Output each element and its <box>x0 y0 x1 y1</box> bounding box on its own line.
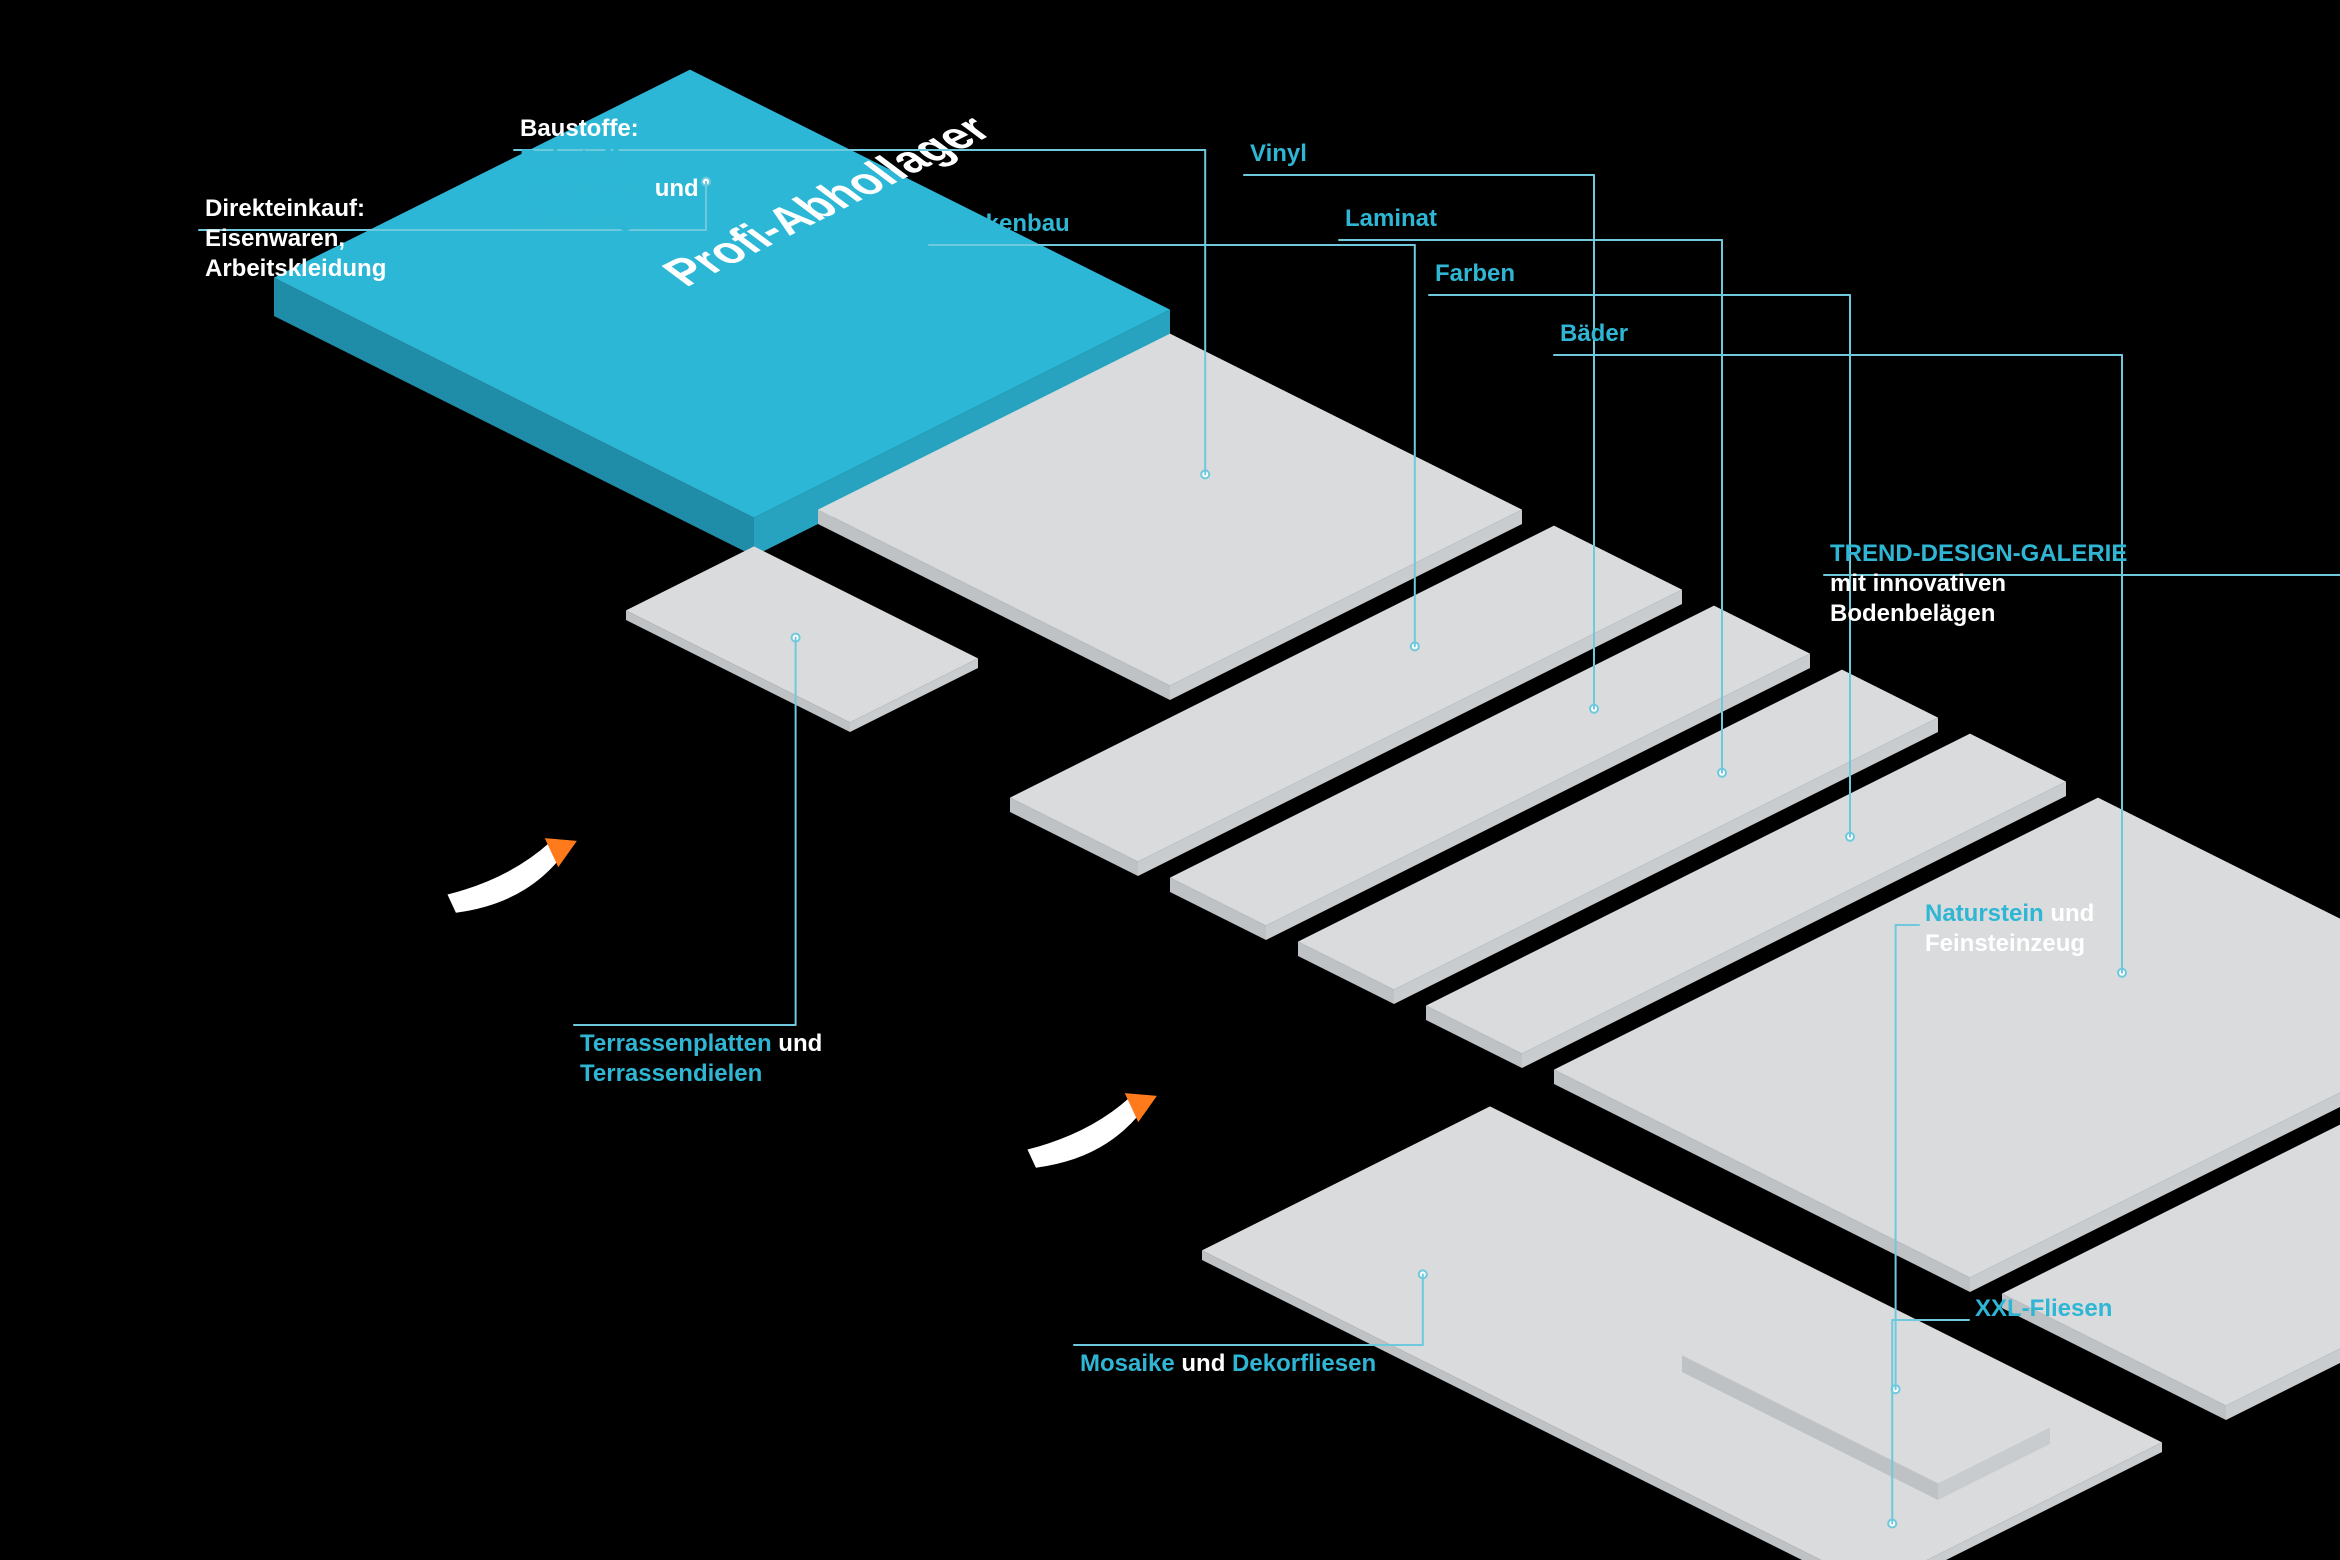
diagram-stage: Profi-Abhollager Direkteinkauf:Eisenware… <box>0 0 2340 1560</box>
label-xxl: XXL-Fliesen <box>1975 1294 2112 1324</box>
label-laminat: Laminat <box>1345 204 1437 234</box>
label-naturstein: Naturstein undFeinsteinzeug <box>1925 899 2094 959</box>
label-direkteinkauf: Direkteinkauf:Eisenwaren,Arbeitskleidung <box>205 194 386 284</box>
label-mosaik: Mosaike und Dekorfliesen <box>1080 1349 1376 1379</box>
label-vinyl: Vinyl <box>1250 139 1307 169</box>
label-farben: Farben <box>1435 259 1515 289</box>
arrow-left <box>443 826 586 921</box>
arrow-right <box>1023 1081 1166 1176</box>
label-baustoffe: Baustoffe:Rohstoffe,Bauchemie undWerkzeu… <box>520 114 699 234</box>
label-galerie: TREND-DESIGN-GALERIEmit innovativenBoden… <box>1830 539 2127 629</box>
label-trockenbau: Trockenbau <box>935 209 1070 239</box>
label-terrasse: Terrassenplatten undTerrassendielen <box>580 1029 822 1089</box>
label-baeder: Bäder <box>1560 319 1628 349</box>
